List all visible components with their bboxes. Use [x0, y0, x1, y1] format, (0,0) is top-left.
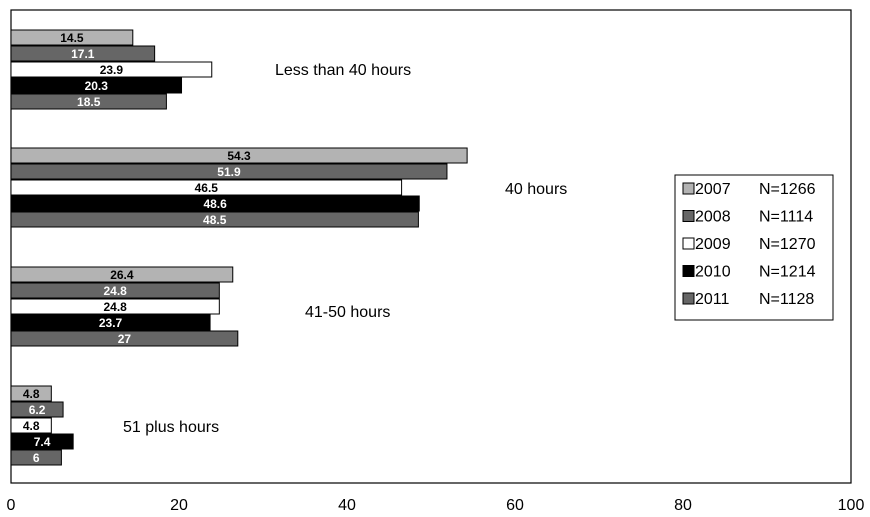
bar-2007-2	[10, 147, 468, 164]
bar-2008-3	[10, 282, 220, 299]
bars-layer	[10, 29, 468, 466]
bar-2010-3	[10, 314, 211, 331]
data-label-2009-2: 46.5	[195, 181, 219, 195]
data-label-2010-3: 23.7	[99, 316, 123, 330]
category-label-1: Less than 40 hours	[275, 62, 411, 79]
value-labels-layer: 14.5 17.1 23.9 20.3 18.5 54.3 51.9 46.5 48.6 48.5…	[23, 31, 251, 465]
legend-n-2009: N=1270	[759, 236, 816, 253]
legend-label-2007: 2007	[695, 181, 731, 198]
data-label-2011-2: 48.5	[203, 213, 227, 227]
x-tick-label-100: 100	[838, 497, 865, 514]
legend-label-2009: 2009	[695, 236, 731, 253]
x-tick-label-40: 40	[338, 497, 356, 514]
data-label-2007-3: 26.4	[110, 268, 134, 282]
x-tick-label-0: 0	[7, 497, 16, 514]
bar-2011-1	[10, 93, 167, 110]
x-tick-label-20: 20	[170, 497, 188, 514]
legend-swatch-2008	[682, 210, 695, 222]
data-label-2007-1: 14.5	[60, 31, 84, 45]
bar-2008-1	[10, 45, 156, 62]
legend-label-2008: 2008	[695, 209, 731, 226]
bar-2009-1	[10, 61, 213, 78]
x-tick-label-80: 80	[674, 497, 692, 514]
x-axis-ticks: 0 20 40 60 80 100	[7, 497, 865, 514]
bar-2011-4	[10, 449, 62, 466]
bar-2010-1	[10, 77, 183, 94]
data-label-2009-1: 23.9	[100, 63, 124, 77]
data-label-2007-2: 54.3	[227, 149, 251, 163]
bar-2007-4	[10, 385, 52, 402]
legend: 2007 N=1266 2008 N=1114 2009 N=1270 2010 N=1214…	[674, 174, 834, 321]
category-label-2: 40 hours	[505, 181, 567, 198]
legend-n-2008: N=1114	[759, 209, 813, 226]
category-labels-layer: Less than 40 hours 40 hours 41-50 hours 51 …	[123, 62, 567, 436]
data-label-2011-1: 18.5	[77, 95, 101, 109]
data-label-2010-1: 20.3	[85, 79, 109, 93]
bar-2008-2	[10, 163, 448, 180]
data-label-2011-4: 6	[33, 451, 40, 465]
legend-n-2010: N=1214	[759, 264, 816, 281]
data-label-2010-4: 7.4	[34, 435, 51, 449]
category-label-3: 41-50 hours	[305, 304, 390, 321]
data-label-2008-3: 24.8	[103, 284, 127, 298]
legend-box	[674, 174, 834, 321]
legend-n-2007: N=1266	[759, 181, 816, 198]
data-label-2008-1: 17.1	[71, 47, 95, 61]
legend-swatch-2011	[682, 292, 695, 305]
bar-2010-4	[10, 433, 74, 450]
data-label-2007-4: 4.8	[23, 387, 40, 401]
bar-2010-2	[10, 195, 420, 212]
bar-2011-2	[10, 211, 419, 228]
bar-2007-3	[10, 266, 234, 283]
data-label-2008-4: 6.2	[29, 403, 46, 417]
legend-swatch-2009	[682, 237, 695, 250]
legend-n-2011: N=1128	[759, 291, 814, 308]
bar-2011-3	[10, 330, 239, 347]
data-label-2011-3: 27	[118, 332, 132, 346]
legend-swatch-2007	[682, 182, 695, 195]
data-label-2009-4: 4.8	[23, 419, 40, 433]
legend-label-2011: 2011	[695, 291, 730, 308]
bar-2009-3	[10, 298, 220, 315]
bar-2009-2	[10, 179, 403, 196]
category-label-4: 51 plus hours	[123, 419, 219, 436]
data-label-2008-2: 51.9	[217, 165, 241, 179]
bar-2009-4	[10, 417, 52, 434]
x-tick-label-60: 60	[506, 497, 524, 514]
data-label-2010-2: 48.6	[203, 197, 227, 211]
legend-label-2010: 2010	[695, 264, 731, 281]
bar-2008-4	[10, 401, 64, 418]
legend-swatch-2010	[682, 265, 695, 277]
data-label-2009-3: 24.8	[103, 300, 127, 314]
bar-2007-1	[10, 29, 134, 46]
